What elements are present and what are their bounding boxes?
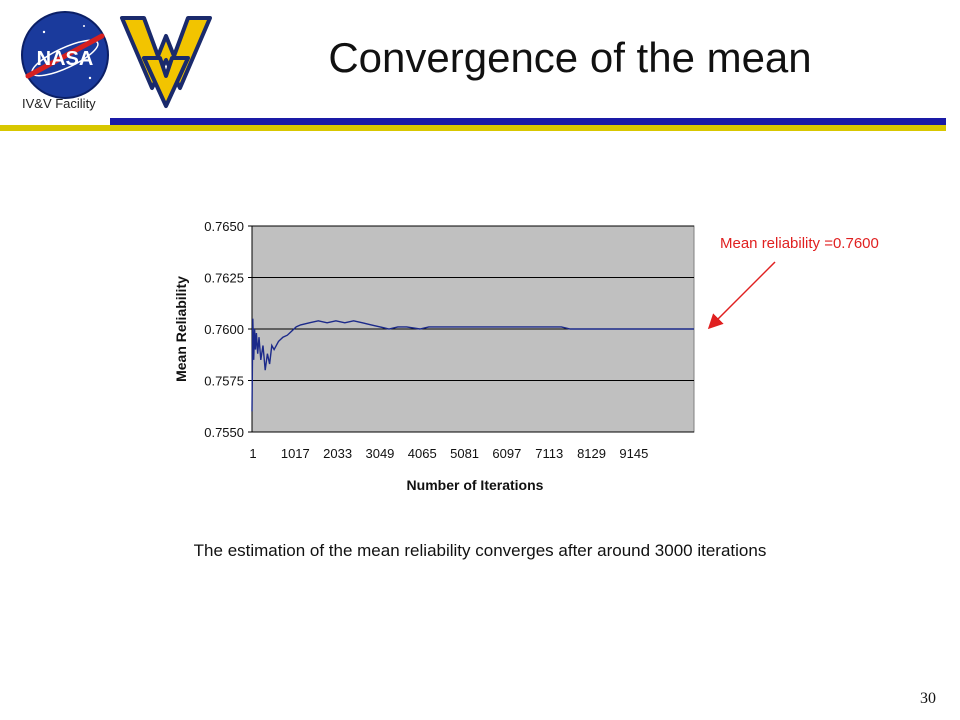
header-bar-gold [0,125,946,131]
y-tick-label: 0.7625 [204,271,244,286]
y-tick-label: 0.7600 [204,322,244,337]
y-tick-label: 0.7650 [204,219,244,234]
wv-logo [120,16,212,108]
x-tick-label: 2033 [323,446,352,461]
nasa-logo-text: NASA [37,48,94,70]
series-line [251,318,694,412]
x-tick-label: 1017 [281,446,310,461]
y-tick-label: 0.7550 [204,425,244,440]
convergence-chart: 0.7650 0.7625 0.7600 0.7575 0.7550 1 1017 2033 3… [173,219,879,493]
nasa-logo: NASA [21,11,109,99]
x-tick-label: 7113 [535,446,563,461]
mean-reliability-annotation: Mean reliability =0.7600 [720,235,879,252]
x-tick-label: 4065 [408,446,437,461]
x-tick-label: 5081 [450,446,479,461]
y-tick-label: 0.7575 [204,374,244,389]
header-bar-blue [110,118,946,125]
x-tick-label: 1 [249,446,256,461]
annotation-arrow [707,261,776,330]
x-tick-label: 8129 [577,446,606,461]
y-axis-label: Mean Reliability [173,276,189,382]
facility-label: IV&V Facility [22,96,96,111]
x-tick-label: 3049 [365,446,394,461]
caption: The estimation of the mean reliability c… [193,541,767,560]
x-tick-label: 9145 [619,446,648,461]
x-axis-label: Number of Iterations [407,477,544,493]
page-title: Convergence of the mean [328,34,812,81]
page-number: 30 [920,690,936,707]
x-tick-label: 6097 [492,446,521,461]
